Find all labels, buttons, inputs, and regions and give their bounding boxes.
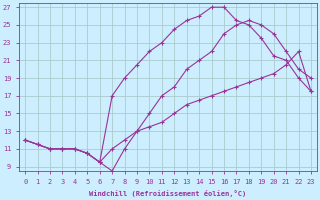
X-axis label: Windchill (Refroidissement éolien,°C): Windchill (Refroidissement éolien,°C) (90, 190, 247, 197)
